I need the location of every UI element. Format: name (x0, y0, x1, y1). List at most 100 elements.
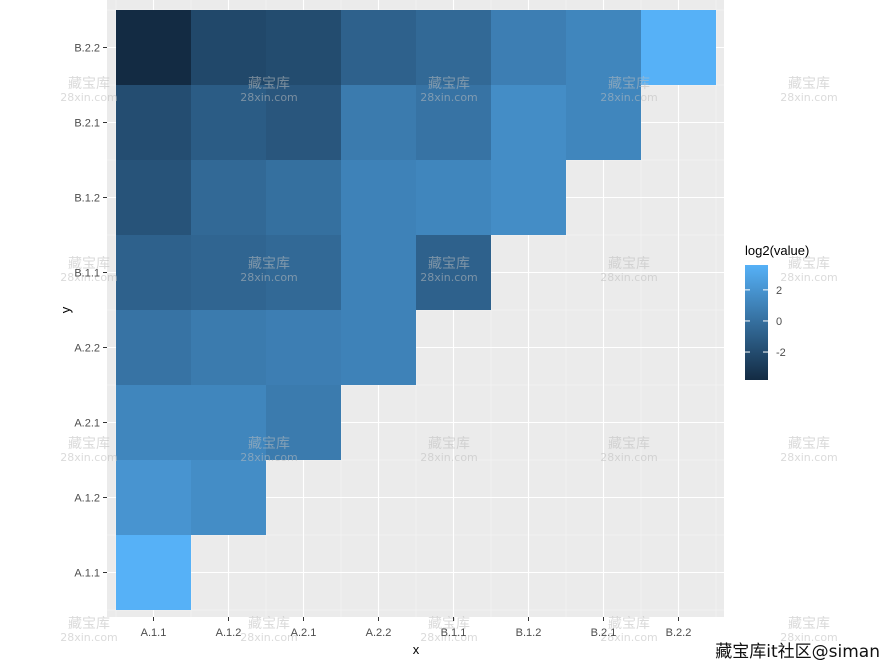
watermark-sub: 28xin.com (420, 91, 478, 104)
watermark-sub: 28xin.com (780, 451, 838, 464)
x-tick-label: B.2.2 (666, 627, 692, 639)
watermark-main: 藏宝库 (788, 256, 830, 272)
heatmap-cell (116, 10, 191, 85)
heatmap-cell (116, 85, 191, 160)
legend-colorbar (745, 265, 768, 380)
x-tick-label: A.1.1 (141, 627, 167, 639)
heatmap-cell (266, 235, 341, 310)
watermark-main: 藏宝库 (788, 436, 830, 452)
heatmap-cell (116, 460, 191, 535)
legend: log2(value) 2 0 -2 (745, 243, 809, 380)
heatmap-cell (416, 10, 491, 85)
heatmap-cell (266, 85, 341, 160)
heatmap-cell (491, 10, 566, 85)
heatmap-cell (641, 10, 716, 85)
y-tick-label: A.1.2 (74, 493, 100, 505)
y-tick-label: A.2.2 (74, 343, 100, 355)
y-tick-label: B.1.1 (74, 268, 100, 280)
heatmap-cell (116, 235, 191, 310)
y-tick-label: B.1.2 (74, 193, 100, 205)
heatmap-cell (566, 10, 641, 85)
watermark-main: 藏宝库 (428, 256, 470, 272)
watermark-main: 藏宝库 (248, 76, 290, 92)
watermark-main: 藏宝库 (68, 436, 110, 452)
heatmap-cell (416, 160, 491, 235)
watermark-main: 藏宝库 (68, 616, 110, 632)
heatmap-cell (416, 85, 491, 160)
watermarks: 藏宝库28xin.com藏宝库28xin.com藏宝库28xin.com藏宝库2… (60, 76, 838, 644)
x-axis-title: x (413, 642, 420, 657)
watermark-sub: 28xin.com (420, 271, 478, 284)
y-axis-title: y (58, 306, 73, 313)
watermark-sub: 28xin.com (240, 451, 298, 464)
watermark-main: 藏宝库 (608, 436, 650, 452)
watermark-main: 藏宝库 (428, 76, 470, 92)
legend-tick-label: 0 (776, 316, 782, 328)
legend-ticks: 2 0 -2 (745, 285, 786, 359)
x-tick-label: B.2.1 (591, 627, 617, 639)
heatmap-cell (266, 385, 341, 460)
x-tick-label: A.2.2 (366, 627, 392, 639)
y-tick-label: A.2.1 (74, 418, 100, 430)
heatmap-cell (191, 385, 266, 460)
heatmap-cell (116, 385, 191, 460)
watermark-sub: 28xin.com (60, 91, 118, 104)
watermark-sub: 28xin.com (60, 451, 118, 464)
heatmap-cell (341, 10, 416, 85)
y-axis: A.1.1 A.1.2 A.2.1 A.2.2 B.1.1 B.1.2 B.2.1 B.2.2 (74, 43, 107, 580)
credit-text: 藏宝库it社区@siman (715, 642, 880, 662)
legend-tick-label: -2 (776, 347, 786, 359)
watermark-sub: 28xin.com (600, 631, 658, 644)
heatmap-cell (116, 310, 191, 385)
legend-title: log2(value) (745, 243, 809, 258)
watermark-sub: 28xin.com (60, 271, 118, 284)
heatmap-cell (266, 310, 341, 385)
watermark-main: 藏宝库 (788, 616, 830, 632)
heatmap-cell (341, 235, 416, 310)
watermark-main: 藏宝库 (428, 436, 470, 452)
watermark-sub: 28xin.com (600, 91, 658, 104)
heatmap-cell (266, 160, 341, 235)
heatmap-cell (191, 310, 266, 385)
watermark-sub: 28xin.com (60, 631, 118, 644)
y-tick-label: A.1.1 (74, 568, 100, 580)
watermark-sub: 28xin.com (420, 451, 478, 464)
x-tick-label: A.2.1 (291, 627, 317, 639)
watermark-main: 藏宝库 (68, 76, 110, 92)
heatmap-cell (416, 235, 491, 310)
heatmap-cell (566, 85, 641, 160)
heatmap-cell (116, 160, 191, 235)
watermark-main: 藏宝库 (248, 436, 290, 452)
x-axis: A.1.1 A.1.2 A.2.1 A.2.2 B.1.1 B.1.2 B.2.1 B.2.2 (141, 617, 692, 639)
watermark-sub: 28xin.com (780, 91, 838, 104)
legend-tick-label: 2 (776, 285, 782, 297)
watermark-main: 藏宝库 (428, 616, 470, 632)
x-tick-label: B.1.2 (516, 627, 542, 639)
heatmap-cell (491, 160, 566, 235)
watermark-main: 藏宝库 (248, 256, 290, 272)
heatmap-cell (191, 235, 266, 310)
watermark-sub: 28xin.com (420, 631, 478, 644)
watermark-sub: 28xin.com (240, 631, 298, 644)
heatmap-cell (491, 85, 566, 160)
heatmap-cell (341, 160, 416, 235)
heatmap-cell (341, 85, 416, 160)
heatmap-cell (191, 85, 266, 160)
watermark-main: 藏宝库 (608, 76, 650, 92)
watermark-sub: 28xin.com (240, 271, 298, 284)
heatmap-cell (191, 460, 266, 535)
